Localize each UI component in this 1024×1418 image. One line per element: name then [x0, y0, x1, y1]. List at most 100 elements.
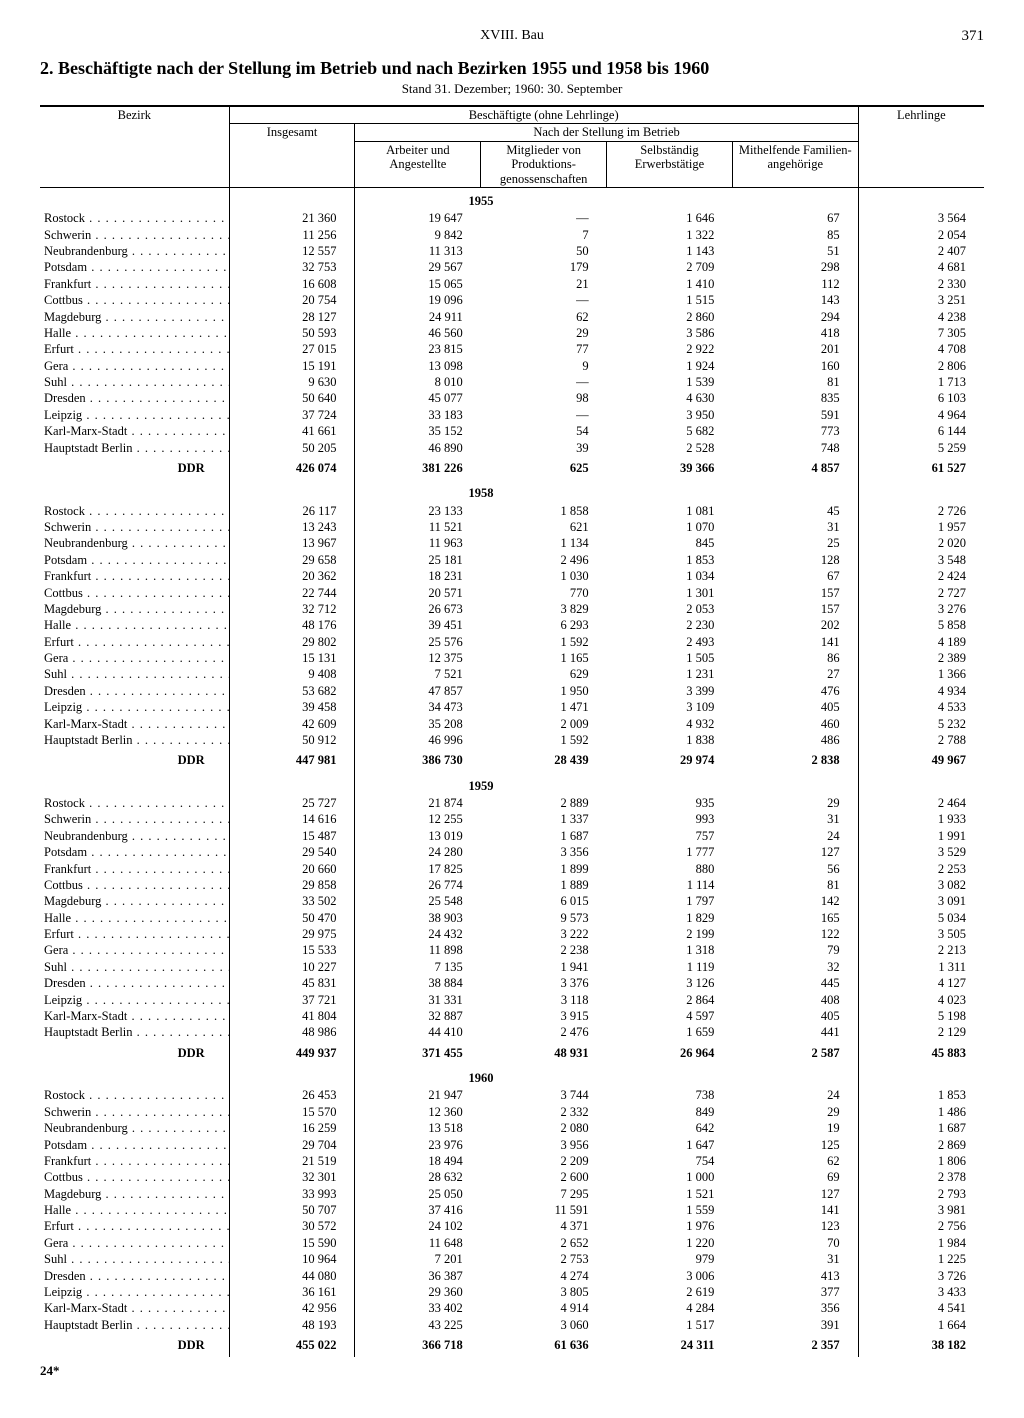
value-cell: 11 963 [355, 535, 481, 551]
value-cell: 20 660 [229, 861, 355, 877]
table-row: Frankfurt20 66017 8251 899880562 253 [40, 861, 984, 877]
value-cell: 1 838 [607, 732, 733, 748]
bezirk-cell: Cottbus [40, 877, 229, 893]
value-cell: 3 529 [858, 844, 984, 860]
page-footer: 24* [40, 1363, 984, 1379]
value-cell: 1 505 [607, 650, 733, 666]
value-cell: 2 860 [607, 309, 733, 325]
value-cell: 3 006 [607, 1268, 733, 1284]
value-cell: 1 165 [481, 650, 607, 666]
value-cell: 9 408 [229, 666, 355, 682]
value-cell: 42 609 [229, 716, 355, 732]
value-cell: 29 704 [229, 1137, 355, 1153]
value-cell: 1 933 [858, 811, 984, 827]
value-cell: 2 889 [481, 795, 607, 811]
total-cell: 61 527 [858, 456, 984, 480]
value-cell: 979 [607, 1251, 733, 1267]
value-cell: 4 934 [858, 683, 984, 699]
value-cell: 13 518 [355, 1120, 481, 1136]
value-cell: 1 220 [607, 1235, 733, 1251]
value-cell: 476 [732, 683, 858, 699]
value-cell: 486 [732, 732, 858, 748]
bezirk-cell: Frankfurt [40, 568, 229, 584]
bezirk-cell: Potsdam [40, 1137, 229, 1153]
value-cell: 26 774 [355, 877, 481, 893]
table-row: Frankfurt16 60815 065211 4101122 330 [40, 276, 984, 292]
value-cell: 1 687 [481, 828, 607, 844]
value-cell: 24 432 [355, 926, 481, 942]
value-cell: 141 [732, 1202, 858, 1218]
value-cell: 1 858 [481, 503, 607, 519]
value-cell: 24 911 [355, 309, 481, 325]
value-cell: 1 853 [858, 1087, 984, 1103]
bezirk-cell: Leipzig [40, 1284, 229, 1300]
total-cell: 29 974 [607, 748, 733, 772]
total-cell: 26 964 [607, 1041, 733, 1065]
value-cell: 294 [732, 309, 858, 325]
value-cell: 11 521 [355, 519, 481, 535]
total-cell: 449 937 [229, 1041, 355, 1065]
value-cell: 1 410 [607, 276, 733, 292]
value-cell: 2 332 [481, 1104, 607, 1120]
value-cell: 2 528 [607, 440, 733, 456]
value-cell: 45 831 [229, 975, 355, 991]
value-cell: 1 539 [607, 374, 733, 390]
value-cell: 1 950 [481, 683, 607, 699]
bezirk-cell: Leipzig [40, 407, 229, 423]
value-cell: 2 600 [481, 1169, 607, 1185]
value-cell: 1 486 [858, 1104, 984, 1120]
value-cell: 127 [732, 1186, 858, 1202]
value-cell: 2 054 [858, 227, 984, 243]
table-row: Neubrandenburg12 55711 313501 143512 407 [40, 243, 984, 259]
bezirk-cell: Magdeburg [40, 601, 229, 617]
value-cell: 50 593 [229, 325, 355, 341]
value-cell: 621 [481, 519, 607, 535]
bezirk-cell: Karl-Marx-Stadt [40, 1008, 229, 1024]
data-table: Bezirk Beschäftigte (ohne Lehrlinge) Leh… [40, 105, 984, 1357]
total-cell: 4 857 [732, 456, 858, 480]
value-cell: 22 744 [229, 585, 355, 601]
value-cell: 405 [732, 699, 858, 715]
value-cell: 35 208 [355, 716, 481, 732]
value-cell: 3 564 [858, 210, 984, 226]
table-row: Dresden53 68247 8571 9503 3994764 934 [40, 683, 984, 699]
value-cell: 25 576 [355, 634, 481, 650]
value-cell: 51 [732, 243, 858, 259]
value-cell: 30 572 [229, 1218, 355, 1234]
value-cell: 1 976 [607, 1218, 733, 1234]
value-cell: 5 034 [858, 910, 984, 926]
value-cell: 3 805 [481, 1284, 607, 1300]
value-cell: 142 [732, 893, 858, 909]
bezirk-cell: Gera [40, 1235, 229, 1251]
table-row: Frankfurt20 36218 2311 0301 034672 424 [40, 568, 984, 584]
value-cell: 1 899 [481, 861, 607, 877]
value-cell: 29 975 [229, 926, 355, 942]
table-row: Gera15 19113 09891 9241602 806 [40, 358, 984, 374]
value-cell: — [481, 407, 607, 423]
table-row: Schwerin11 2569 84271 322852 054 [40, 227, 984, 243]
value-cell: 128 [732, 552, 858, 568]
value-cell: 29 360 [355, 1284, 481, 1300]
bezirk-cell: Neubrandenburg [40, 243, 229, 259]
bezirk-cell: Karl-Marx-Stadt [40, 423, 229, 439]
value-cell: 125 [732, 1137, 858, 1153]
value-cell: 46 560 [355, 325, 481, 341]
bezirk-cell: Rostock [40, 1087, 229, 1103]
value-cell: 2 869 [858, 1137, 984, 1153]
value-cell: 10 964 [229, 1251, 355, 1267]
value-cell: 1 924 [607, 358, 733, 374]
bezirk-cell: Cottbus [40, 585, 229, 601]
value-cell: 32 301 [229, 1169, 355, 1185]
value-cell: 2 753 [481, 1251, 607, 1267]
total-cell: 426 074 [229, 456, 355, 480]
table-row: Erfurt29 80225 5761 5922 4931414 189 [40, 634, 984, 650]
value-cell: 880 [607, 861, 733, 877]
value-cell: 31 [732, 1251, 858, 1267]
value-cell: 1 034 [607, 568, 733, 584]
value-cell: 23 133 [355, 503, 481, 519]
table-row: Schwerin14 61612 2551 337993311 933 [40, 811, 984, 827]
value-cell: 21 360 [229, 210, 355, 226]
value-cell: 770 [481, 585, 607, 601]
total-cell: 2 587 [732, 1041, 858, 1065]
value-cell: 33 993 [229, 1186, 355, 1202]
